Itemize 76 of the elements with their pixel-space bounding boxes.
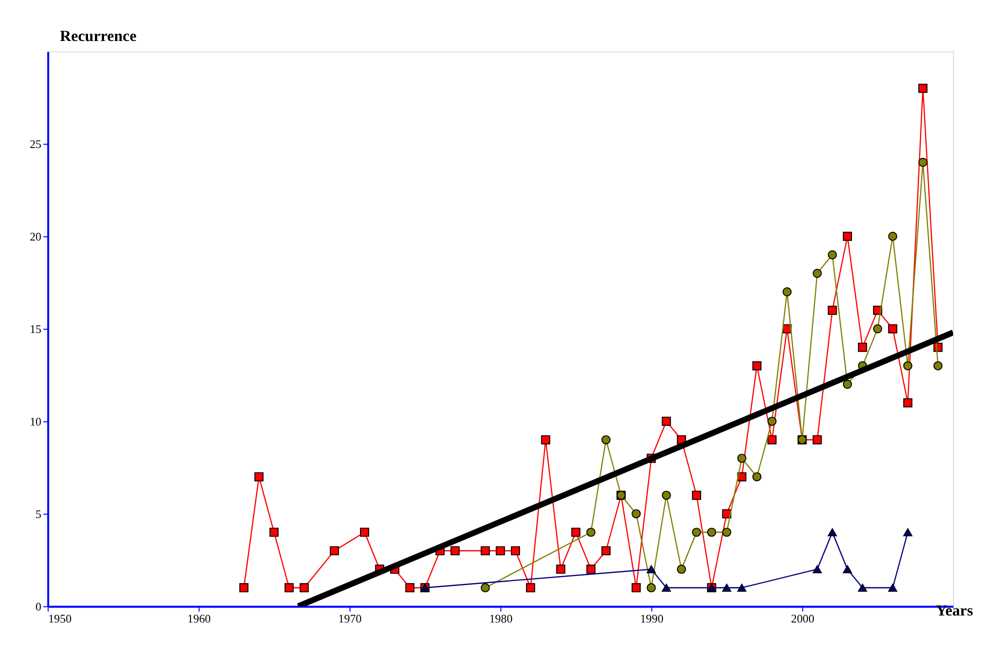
x-tick-label: 1960 (187, 612, 211, 626)
point (828, 250, 837, 260)
point (586, 528, 596, 537)
y-tick-label: 20 (30, 230, 42, 244)
point (450, 546, 460, 556)
point (903, 528, 912, 536)
point (586, 564, 596, 574)
point (541, 435, 550, 444)
y-tick-label: 5 (36, 508, 42, 522)
x-tick-label: 2000 (790, 612, 814, 626)
point (707, 528, 716, 537)
point (873, 324, 882, 334)
point (360, 528, 370, 537)
point (692, 528, 702, 537)
point (888, 324, 898, 334)
point (330, 546, 339, 556)
point (888, 232, 898, 241)
point (842, 565, 852, 574)
point (918, 158, 928, 167)
point (632, 583, 641, 592)
point (812, 565, 822, 574)
point (858, 342, 868, 352)
point (828, 306, 837, 315)
point (903, 361, 912, 370)
point (239, 583, 248, 592)
point (933, 361, 943, 370)
point (284, 583, 294, 592)
point (646, 565, 656, 574)
point (405, 583, 414, 592)
point (737, 584, 746, 592)
y-tick-label: 25 (30, 138, 42, 152)
point (903, 398, 912, 408)
point (722, 584, 732, 592)
point (918, 84, 928, 93)
point (254, 472, 264, 482)
point (526, 583, 536, 592)
point (782, 287, 792, 296)
point (767, 416, 777, 426)
point (662, 490, 671, 500)
point (556, 564, 566, 574)
x-axis-title: Years (936, 602, 974, 620)
point (692, 490, 702, 500)
point (767, 435, 777, 444)
point (752, 472, 762, 482)
point (828, 528, 837, 536)
point (722, 528, 732, 537)
x-tick-label: 1950 (48, 612, 72, 626)
point (300, 583, 309, 592)
point (601, 435, 611, 444)
point (646, 583, 656, 592)
point (480, 546, 490, 556)
point (510, 546, 520, 556)
y-tick-label: 10 (30, 416, 42, 429)
point (676, 564, 686, 574)
x-tick-label: 1980 (489, 612, 513, 626)
point (842, 232, 852, 241)
x-tick-label: 1970 (338, 612, 362, 626)
point (496, 546, 505, 556)
point (752, 361, 762, 370)
point (632, 509, 641, 518)
point (662, 584, 671, 592)
point (662, 416, 671, 426)
point (571, 528, 580, 537)
x-tick-label: 1990 (640, 612, 664, 626)
point (888, 584, 898, 592)
point (812, 435, 822, 444)
point (480, 583, 490, 592)
point (737, 454, 746, 463)
y-tick-label: 15 (30, 323, 42, 336)
point (601, 546, 611, 556)
point (858, 584, 868, 592)
y-axis-title: Recurrence (60, 28, 137, 46)
point (842, 380, 852, 389)
point (812, 268, 822, 278)
y-tick-label: 0 (36, 600, 42, 614)
point (269, 528, 279, 537)
